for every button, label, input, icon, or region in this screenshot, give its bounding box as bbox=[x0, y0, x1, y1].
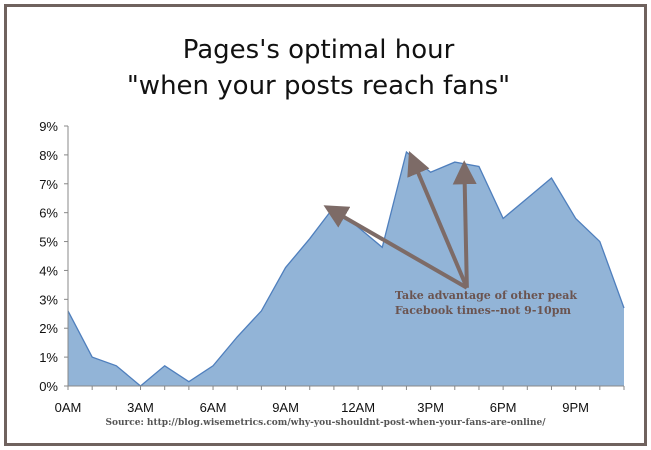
y-tick-label: 9% bbox=[39, 119, 58, 134]
y-tick-label: 7% bbox=[39, 177, 58, 192]
annotation-arrow bbox=[407, 151, 469, 289]
chart-title-line1: Pages's optimal hour bbox=[182, 35, 455, 65]
x-tick-label: 0AM bbox=[55, 400, 82, 415]
source-citation: Source: http://blog.wisemetrics.com/why-… bbox=[105, 418, 546, 428]
annotation-text: Take advantage of other peak bbox=[395, 289, 578, 302]
x-tick-label: 6PM bbox=[490, 400, 517, 415]
y-tick-label: 4% bbox=[39, 263, 58, 278]
y-tick-label: 3% bbox=[39, 292, 58, 307]
x-tick-label: 9PM bbox=[562, 400, 589, 415]
y-tick-label: 6% bbox=[39, 206, 58, 221]
y-tick-label: 2% bbox=[39, 321, 58, 336]
annotation-arrow bbox=[452, 160, 477, 288]
annotation-text: Facebook times--not 9-10pm bbox=[395, 304, 572, 317]
y-tick-label: 5% bbox=[39, 235, 58, 250]
x-tick-label: 3AM bbox=[127, 400, 154, 415]
x-tick-label: 12AM bbox=[341, 400, 375, 415]
y-tick-label: 1% bbox=[39, 350, 58, 365]
x-tick-label: 3PM bbox=[417, 400, 444, 415]
x-tick-label: 9AM bbox=[272, 400, 299, 415]
chart-title-line2: "when your posts reach fans" bbox=[126, 71, 511, 101]
annotation-arrow bbox=[323, 205, 468, 290]
x-tick-label: 6AM bbox=[200, 400, 227, 415]
area-fill bbox=[68, 152, 624, 386]
y-tick-label: 0% bbox=[39, 379, 58, 394]
y-tick-label: 8% bbox=[39, 148, 58, 163]
